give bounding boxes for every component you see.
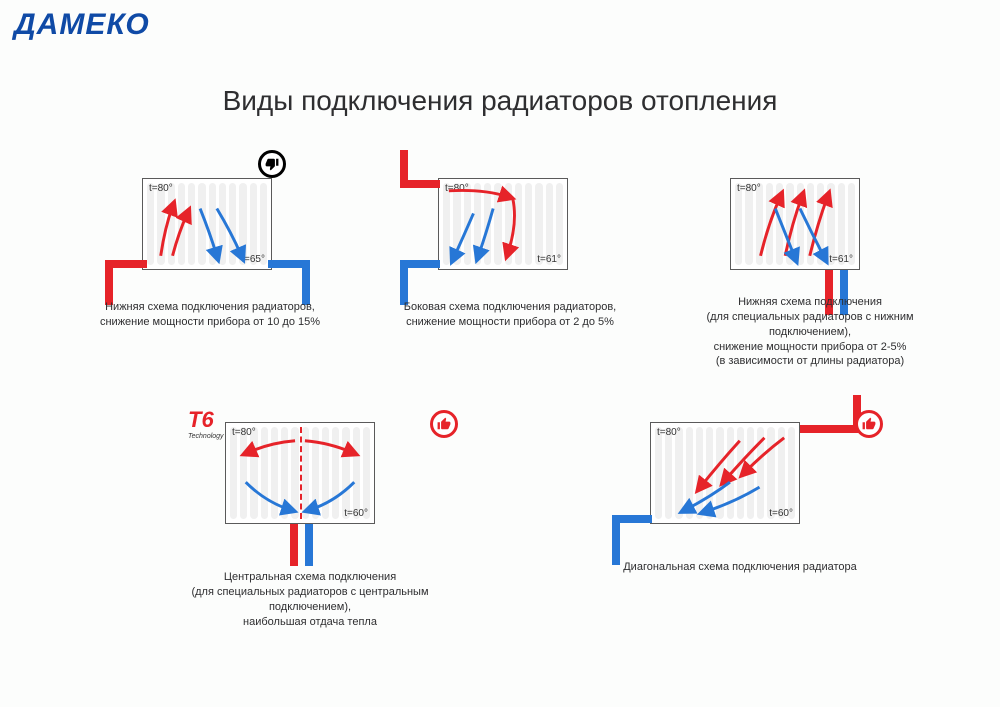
hot-pipe <box>105 265 113 305</box>
cold-pipe <box>400 265 408 305</box>
diagram-caption: Нижняя схема подключения(для специальных… <box>665 295 955 369</box>
diagram-caption: Боковая схема подключения радиаторов,сни… <box>395 300 625 330</box>
diagram-side: t=80° t=61° <box>438 178 568 270</box>
thumbs-up-icon <box>855 410 883 438</box>
diagram-diagonal: t=80° t=60° <box>650 422 800 524</box>
cold-pipe <box>612 520 620 565</box>
hot-pipe <box>800 425 860 433</box>
radiator-fins <box>735 183 855 265</box>
temp-out-label: t=60° <box>769 508 793 519</box>
page-title: Виды подключения радиаторов отопления <box>0 85 1000 117</box>
thumbs-down-icon <box>258 150 286 178</box>
cold-pipe <box>302 265 310 305</box>
t6-logo: T6Technology <box>188 407 224 440</box>
radiator-fins <box>147 183 267 265</box>
cold-pipe <box>305 524 313 566</box>
diagram-bottom: t=80° t=65° <box>142 178 272 270</box>
radiator-fins <box>443 183 563 265</box>
radiator-fins <box>655 427 795 519</box>
thumbs-up-icon <box>430 410 458 438</box>
diagram-bottom-special: t=80° t=61° <box>730 178 860 270</box>
temp-in-label: t=80° <box>737 183 761 194</box>
temp-out-label: t=61° <box>537 254 561 265</box>
brand-logo: ДAMEКО <box>14 8 150 42</box>
temp-in-label: t=80° <box>657 427 681 438</box>
temp-out-label: t=60° <box>344 508 368 519</box>
temp-in-label: t=80° <box>445 183 469 194</box>
temp-in-label: t=80° <box>232 427 256 438</box>
diagram-central: t=80° t=60° <box>225 422 375 524</box>
hot-pipe <box>105 260 147 268</box>
diagram-caption: Диагональная схема подключения радиатора <box>600 560 880 575</box>
temp-out-label: t=61° <box>829 254 853 265</box>
temp-out-label: t=65° <box>241 254 265 265</box>
diagram-caption: Нижняя схема подключения радиаторов,сниж… <box>95 300 325 330</box>
temp-in-label: t=80° <box>149 183 173 194</box>
diagram-caption: Центральная схема подключения(для специа… <box>155 570 465 629</box>
hot-pipe <box>400 150 408 186</box>
hot-pipe <box>290 524 298 566</box>
